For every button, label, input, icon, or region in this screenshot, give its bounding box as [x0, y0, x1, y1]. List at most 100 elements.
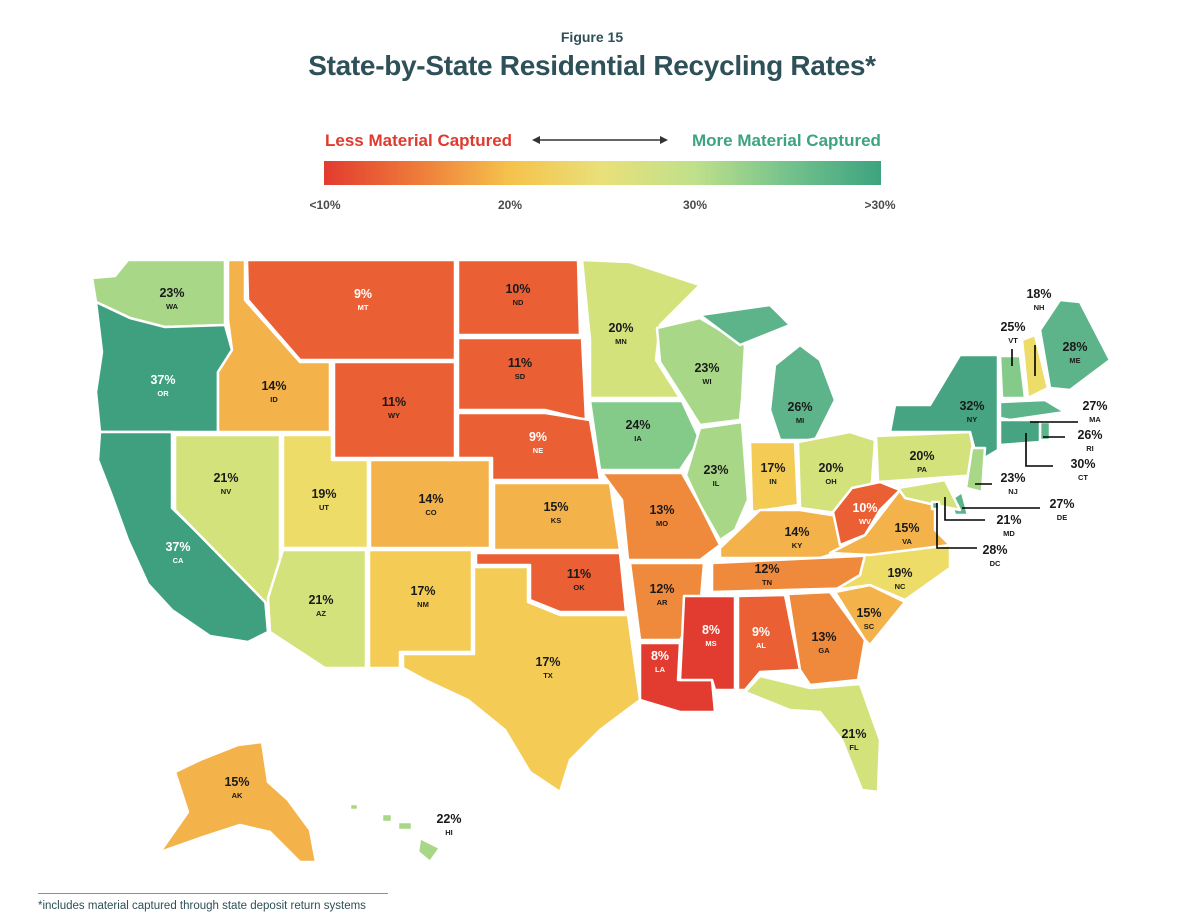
state-rate-label: 26%: [787, 400, 812, 414]
state-rate-label: 11%: [567, 567, 591, 581]
state-abbr-label: MD: [1003, 529, 1015, 538]
footnote: *includes material captured through stat…: [38, 900, 366, 912]
state-ny: [888, 353, 1000, 464]
state-rate-label: 23%: [1000, 471, 1025, 485]
legend-tick-label: >30%: [864, 198, 896, 212]
state-abbr-label: PA: [917, 465, 927, 474]
state-rate-label: 15%: [543, 500, 568, 514]
state-nd: [456, 258, 582, 337]
state-abbr-label: WY: [388, 411, 400, 420]
state-rate-label: 15%: [224, 775, 249, 789]
state-abbr-label: OH: [825, 477, 836, 486]
figure-label: Figure 15: [560, 29, 624, 45]
state-dc: [930, 500, 941, 511]
state-il: [684, 420, 750, 542]
state-az: [266, 548, 368, 670]
state-rate-label: 10%: [505, 282, 530, 296]
state-rate-label: 21%: [308, 593, 333, 607]
state-abbr-label: CT: [1078, 473, 1088, 482]
state-rate-label: 24%: [625, 418, 650, 432]
state-abbr-label: ND: [513, 298, 524, 307]
state-nj: [964, 446, 987, 494]
state-rate-label: 32%: [959, 399, 984, 413]
legend-tick-label: 30%: [682, 198, 708, 212]
state-rate-label: 8%: [702, 623, 720, 637]
state-abbr-label: KY: [792, 541, 802, 550]
state-ok: [474, 551, 628, 614]
state-mn: [580, 258, 702, 400]
state-vt: [998, 354, 1027, 400]
double-arrow-icon: [532, 136, 668, 144]
state-rate-label: 12%: [649, 582, 674, 596]
state-rate-label: 17%: [410, 584, 435, 598]
state-wy: [332, 360, 457, 460]
state-abbr-label: AK: [232, 791, 243, 800]
state-rate-label: 11%: [382, 395, 406, 409]
state-rate-label: 17%: [535, 655, 560, 669]
state-mt: [245, 258, 457, 362]
state-abbr-label: FL: [849, 743, 859, 752]
state-abbr-label: UT: [319, 503, 329, 512]
state-co: [368, 458, 492, 550]
state-hi: [348, 802, 442, 864]
state-rate-label: 37%: [165, 540, 190, 554]
state-nm: [367, 548, 474, 670]
state-abbr-label: TX: [543, 671, 553, 680]
callout-lines: [936, 345, 1078, 549]
state-id: [216, 258, 332, 434]
state-ia: [588, 399, 702, 472]
state-rate-label: 11%: [508, 356, 532, 370]
footnote-divider: [38, 893, 388, 894]
state-abbr-label: DC: [990, 559, 1001, 568]
state-abbr-label: TN: [762, 578, 772, 587]
state-abbr-label: NV: [221, 487, 231, 496]
state-rate-label: 23%: [703, 463, 728, 477]
legend-less-label: Less Material Captured: [325, 131, 513, 150]
state-abbr-label: RI: [1086, 444, 1094, 453]
legend-tick-label: 20%: [497, 198, 523, 212]
state-abbr-label: MI: [796, 416, 804, 425]
state-abbr-label: NJ: [1008, 487, 1018, 496]
state-me: [1038, 298, 1112, 392]
state-abbr-label: WA: [166, 302, 179, 311]
state-mo: [600, 471, 722, 562]
state-abbr-label: NE: [533, 446, 543, 455]
state-abbr-label: IN: [769, 477, 777, 486]
state-rate-label: 23%: [159, 286, 184, 300]
state-rate-label: 37%: [150, 373, 175, 387]
state-abbr-label: LA: [655, 665, 666, 674]
state-ct: [998, 418, 1042, 447]
state-rate-label: 21%: [213, 471, 238, 485]
state-abbr-label: GA: [818, 646, 830, 655]
legend-tick-label: <10%: [309, 198, 341, 212]
state-abbr-label: ID: [270, 395, 278, 404]
state-abbr-label: NM: [417, 600, 429, 609]
state-rate-label: 28%: [1062, 340, 1087, 354]
state-rate-label: 27%: [1082, 399, 1107, 413]
state-abbr-label: SC: [864, 622, 875, 631]
state-abbr-label: NH: [1034, 303, 1045, 312]
state-ga: [786, 590, 867, 687]
state-abbr-label: SD: [515, 372, 526, 381]
state-in: [748, 440, 800, 514]
state-rate-label: 21%: [996, 513, 1021, 527]
state-tx: [401, 565, 642, 794]
state-rate-label: 15%: [894, 521, 919, 535]
state-rate-label: 20%: [608, 321, 633, 335]
state-la: [638, 641, 717, 714]
state-rate-label: 27%: [1049, 497, 1074, 511]
state-rate-label: 14%: [418, 492, 443, 506]
state-rate-label: 28%: [982, 543, 1007, 557]
state-abbr-label: NC: [895, 582, 906, 591]
state-fl: [743, 674, 882, 794]
state-rate-label: 20%: [818, 461, 843, 475]
state-rate-label: 15%: [856, 606, 881, 620]
state-abbr-label: CA: [173, 556, 184, 565]
legend-more-label: More Material Captured: [692, 131, 881, 150]
state-abbr-label: AR: [657, 598, 668, 607]
state-rate-label: 9%: [752, 625, 770, 639]
state-abbr-label: HI: [445, 828, 453, 837]
state-rate-label: 26%: [1077, 428, 1102, 442]
state-rate-label: 22%: [436, 812, 461, 826]
